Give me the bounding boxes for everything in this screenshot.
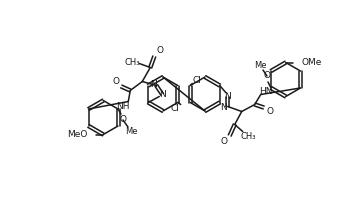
Text: CH₃: CH₃ (125, 58, 140, 67)
Text: O: O (263, 71, 271, 81)
Text: O: O (220, 137, 227, 146)
Text: HN: HN (259, 87, 273, 96)
Text: Me: Me (254, 60, 266, 69)
Text: N: N (150, 80, 157, 89)
Text: OMe: OMe (302, 58, 322, 67)
Text: Me: Me (125, 127, 137, 136)
Text: NH: NH (116, 102, 130, 111)
Text: O: O (113, 77, 120, 86)
Text: O: O (157, 46, 164, 55)
Text: O: O (120, 115, 126, 125)
Text: MeO: MeO (67, 130, 87, 139)
Text: Cl: Cl (170, 104, 179, 113)
Text: O: O (266, 107, 273, 116)
Text: N: N (159, 90, 166, 99)
Text: N: N (220, 103, 227, 112)
Text: Cl: Cl (193, 76, 202, 85)
Text: CH₃: CH₃ (241, 132, 256, 141)
Text: N: N (224, 92, 231, 101)
